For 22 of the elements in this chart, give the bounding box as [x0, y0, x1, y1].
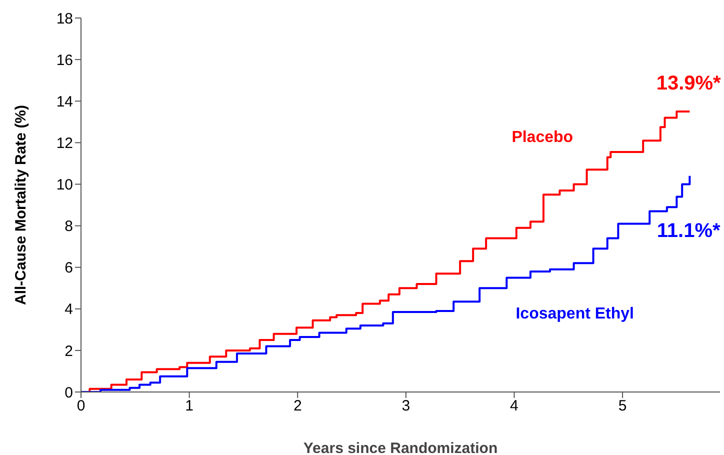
x-axis-title: Years since Randomization — [303, 440, 498, 455]
y-tick-label: 8 — [64, 218, 73, 236]
y-tick-label: 10 — [56, 176, 73, 194]
series-label: Icosapent Ethyl — [516, 306, 634, 323]
y-tick-label: 12 — [56, 134, 73, 152]
x-tick-label: 4 — [510, 398, 518, 415]
x-tick-label: 5 — [618, 398, 627, 415]
x-tick-label: 1 — [185, 398, 194, 415]
y-tick-label: 16 — [56, 52, 73, 69]
series-label: Placebo — [512, 129, 574, 146]
x-tick-label: 0 — [76, 398, 86, 415]
annotation: 13.9%* — [656, 72, 722, 95]
y-tick-label: 14 — [56, 93, 73, 110]
y-tick-label: 2 — [64, 342, 73, 360]
annotation: 11.1%* — [656, 220, 720, 242]
y-axis-title: All-Cause Mortality Rate (%) — [12, 104, 30, 306]
y-tick-label: 6 — [64, 260, 73, 277]
y-tick-label: 4 — [64, 301, 73, 318]
y-tick-label: 0 — [64, 384, 73, 402]
x-tick-label: 3 — [402, 398, 410, 415]
y-tick-label: 18 — [56, 10, 73, 28]
x-tick-label: 2 — [293, 398, 302, 415]
